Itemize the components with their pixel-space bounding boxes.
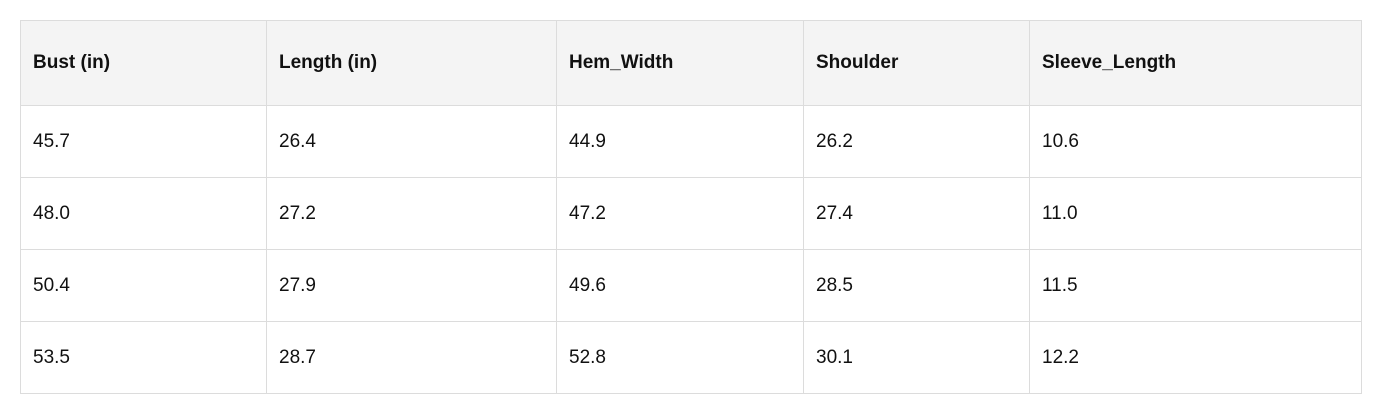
table-cell: 27.2 <box>266 177 557 250</box>
table-cell: 26.2 <box>803 105 1030 178</box>
table-cell: 11.0 <box>1029 177 1362 250</box>
size-table: Bust (in) Length (in) Hem_Width Shoulder Sle… <box>20 20 1362 394</box>
table-cell: 28.7 <box>266 321 557 394</box>
table-row: 50.4 27.9 49.6 28.5 11.5 <box>20 249 1362 322</box>
table-cell: 12.2 <box>1029 321 1362 394</box>
header-cell: Shoulder <box>803 20 1030 106</box>
header-cell: Sleeve_Length <box>1029 20 1362 106</box>
table-row: 48.0 27.2 47.2 27.4 11.0 <box>20 177 1362 250</box>
table-cell: 52.8 <box>556 321 804 394</box>
table-cell: 10.6 <box>1029 105 1362 178</box>
table-cell: 27.9 <box>266 249 557 322</box>
header-row: Bust (in) Length (in) Hem_Width Shoulder Sle… <box>20 20 1362 106</box>
table-row: 53.5 28.7 52.8 30.1 12.2 <box>20 321 1362 394</box>
table-body: 45.7 26.4 44.9 26.2 10.6 48.0 27.2 47.2 27.4 11.0… <box>20 105 1362 394</box>
table-cell: 30.1 <box>803 321 1030 394</box>
header-cell: Bust (in) <box>20 20 267 106</box>
table-cell: 28.5 <box>803 249 1030 322</box>
table-cell: 47.2 <box>556 177 804 250</box>
table-cell: 11.5 <box>1029 249 1362 322</box>
table-header: Bust (in) Length (in) Hem_Width Shoulder Sle… <box>20 20 1362 106</box>
table-cell: 45.7 <box>20 105 267 178</box>
header-cell: Length (in) <box>266 20 557 106</box>
table-cell: 53.5 <box>20 321 267 394</box>
table-cell: 49.6 <box>556 249 804 322</box>
table-row: 45.7 26.4 44.9 26.2 10.6 <box>20 105 1362 178</box>
table-cell: 48.0 <box>20 177 267 250</box>
table-cell: 27.4 <box>803 177 1030 250</box>
table-cell: 44.9 <box>556 105 804 178</box>
table-cell: 26.4 <box>266 105 557 178</box>
table-cell: 50.4 <box>20 249 267 322</box>
header-cell: Hem_Width <box>556 20 804 106</box>
